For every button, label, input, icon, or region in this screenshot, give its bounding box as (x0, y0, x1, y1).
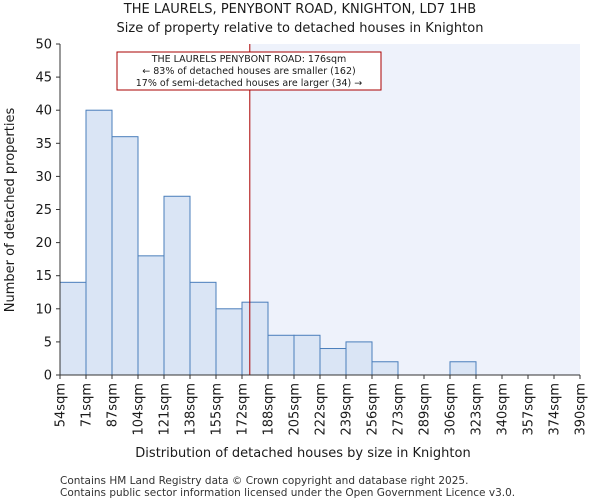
x-tick-label-138sqm: 138sqm (184, 383, 199, 436)
plot-background (249, 44, 581, 375)
x-tick-label-222sqm: 222sqm (314, 383, 329, 436)
y-tick-label-40: 40 (35, 104, 52, 119)
y-tick-label-30: 30 (35, 170, 52, 185)
x-tick-label-306sqm: 306sqm (444, 383, 459, 436)
bar-205sqm (293, 334, 321, 376)
x-tick-label-188sqm: 188sqm (262, 383, 277, 436)
x-tick-label-289sqm: 289sqm (418, 383, 433, 436)
y-tick-label-0: 0 (44, 369, 52, 384)
y-tick-label-25: 25 (35, 203, 52, 218)
x-tick-label-390sqm: 390sqm (574, 383, 589, 436)
annotation-border (116, 51, 382, 91)
y-tick-label-20: 20 (35, 236, 52, 251)
bar-104sqm (137, 255, 165, 376)
x-tick-label-121sqm: 121sqm (158, 383, 173, 436)
x-tick-label-104sqm: 104sqm (132, 383, 147, 436)
bar-256sqm (371, 361, 399, 376)
x-tick-label-273sqm: 273sqm (392, 383, 407, 436)
x-tick-label-172sqm: 172sqm (236, 383, 251, 436)
annotation-box: THE LAURELS PENYBONT ROAD: 176sqm ← 83% … (116, 51, 382, 91)
x-tick-label-239sqm: 239sqm (340, 383, 355, 436)
y-axis-label: Number of detached properties (3, 108, 18, 313)
footer-line-2: Contains public sector information licen… (60, 487, 515, 499)
bar-71sqm (85, 109, 113, 376)
y-tick-label-5: 5 (44, 335, 52, 350)
footer-line-1: Contains HM Land Registry data © Crown c… (60, 475, 468, 487)
x-tick-label-357sqm: 357sqm (522, 383, 537, 436)
bar-239sqm (345, 341, 373, 376)
annotation-line-2: ← 83% of detached houses are smaller (16… (142, 66, 355, 77)
x-tick-label-205sqm: 205sqm (288, 383, 303, 436)
x-tick-label-340sqm: 340sqm (496, 383, 511, 436)
y-tick-label-35: 35 (35, 137, 52, 152)
chart-subtitle: Size of property relative to detached ho… (117, 21, 484, 36)
x-ticks-group: 54sqm 71sqm 87sqm 104sqm 121sqm 138sqm 155sqm 1… (54, 375, 589, 436)
x-tick-label-323sqm: 323sqm (470, 383, 485, 436)
bar-54sqm (59, 281, 87, 376)
bar-188sqm (267, 334, 295, 376)
x-tick-label-87sqm: 87sqm (106, 383, 121, 427)
x-tick-label-256sqm: 256sqm (366, 383, 381, 436)
x-tick-label-374sqm: 374sqm (548, 383, 563, 436)
bar-172sqm (241, 301, 269, 376)
bar-87sqm (111, 136, 139, 376)
bar-155sqm (215, 308, 243, 376)
y-ticks-group: 0 5 10 15 20 25 30 35 40 45 50 (35, 38, 60, 384)
x-axis-label: Distribution of detached houses by size … (135, 446, 470, 461)
highlight-region (249, 44, 581, 375)
bar-222sqm (319, 348, 347, 376)
bar-121sqm (163, 195, 191, 376)
x-tick-label-54sqm: 54sqm (54, 383, 69, 427)
annotation-line-1: THE LAURELS PENYBONT ROAD: 176sqm (151, 54, 347, 65)
annotation-line-3: 17% of semi-detached houses are larger (… (136, 78, 363, 89)
x-tick-label-71sqm: 71sqm (80, 383, 95, 427)
y-tick-label-50: 50 (35, 38, 52, 53)
x-tick-label-155sqm: 155sqm (210, 383, 225, 436)
bar-306sqm (449, 361, 477, 376)
y-tick-label-10: 10 (35, 302, 52, 317)
chart-title: THE LAURELS, PENYBONT ROAD, KNIGHTON, LD… (123, 2, 476, 17)
y-tick-label-15: 15 (35, 269, 52, 284)
bar-138sqm (189, 281, 217, 376)
y-tick-label-45: 45 (35, 71, 52, 86)
bars-group (59, 109, 477, 376)
